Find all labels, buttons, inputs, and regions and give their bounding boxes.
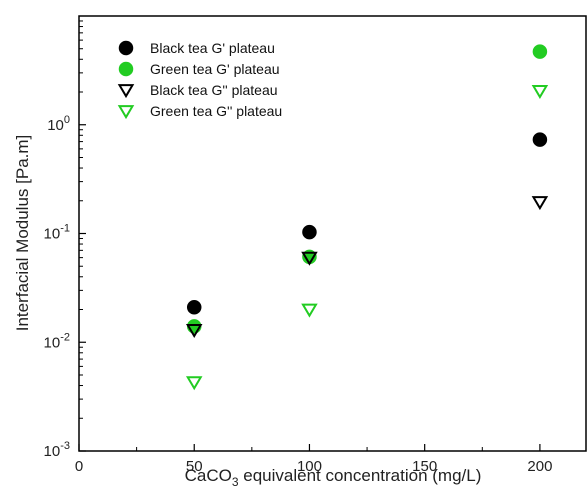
legend-label-series-1: Black tea G' plateau xyxy=(150,40,275,56)
x-tick-label: 200 xyxy=(527,458,552,475)
legend-label-series-2: Green tea G' plateau xyxy=(150,61,280,77)
y-tick-label: 10-1 xyxy=(44,223,70,243)
y-tick-label-base: 10 xyxy=(44,334,61,351)
x-tick-label: 100 xyxy=(297,458,322,475)
x-axis-ticks: 0 50 100 150 200 xyxy=(75,444,552,475)
legend-marker-series-3 xyxy=(117,84,135,99)
legend: Black tea G' plateau Green tea G' plateau… xyxy=(117,40,282,120)
data-point-series-4 xyxy=(185,376,203,391)
y-tick-label-exponent: 0 xyxy=(64,114,70,126)
data-point-series-4 xyxy=(301,303,318,318)
data-point-series-2 xyxy=(532,44,548,59)
legend-marker-series-2 xyxy=(118,61,134,77)
legend-marker-series-4 xyxy=(117,105,135,120)
y-tick-label-exponent: -3 xyxy=(60,440,70,452)
data-point-series-4 xyxy=(531,84,549,99)
x-tick-label: 0 xyxy=(75,458,83,475)
y-tick-label: 10-3 xyxy=(44,440,70,460)
x-tick-label: 150 xyxy=(412,458,437,475)
legend-label-series-4: Green tea G'' plateau xyxy=(150,103,282,119)
y-tick-label-base: 10 xyxy=(44,226,61,243)
x-axis-label-rest: equivalent concentration (mg/L) xyxy=(239,466,482,485)
x-axis-label-main: CaCO xyxy=(185,466,232,485)
y-tick-label: 100 xyxy=(47,114,70,134)
data-point-series-1 xyxy=(302,224,317,240)
x-tick-label: 50 xyxy=(186,458,203,475)
y-tick-label-exponent: -2 xyxy=(60,331,70,343)
y-tick-label: 10-2 xyxy=(44,331,70,351)
x-axis-label: CaCO3 equivalent concentration (mg/L) xyxy=(185,466,482,488)
data-point-series-3 xyxy=(531,196,549,211)
legend-label-series-3: Black tea G'' plateau xyxy=(150,82,278,98)
data-point-series-3 xyxy=(185,323,203,339)
y-tick-label-exponent: -1 xyxy=(60,223,70,235)
y-axis-label: Interfacial Modulus [Pa.m] xyxy=(13,135,32,332)
legend-marker-series-1 xyxy=(118,40,134,56)
x-axis-label-subscript: 3 xyxy=(232,475,239,488)
y-tick-label-base: 10 xyxy=(47,117,64,134)
data-point-series-1 xyxy=(186,299,202,315)
data-point-series-3 xyxy=(301,251,318,266)
data-point-series-1 xyxy=(532,132,548,147)
data-points xyxy=(185,44,549,391)
y-tick-label-base: 10 xyxy=(44,443,61,460)
